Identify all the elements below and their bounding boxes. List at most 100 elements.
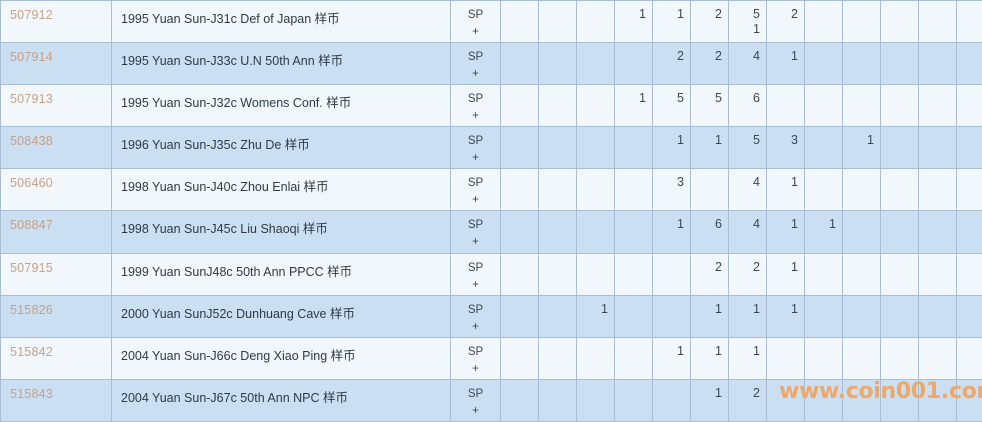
cell-grade-count[interactable]: 1 (766, 210, 805, 254)
cell-grade-count[interactable] (652, 378, 691, 422)
cell-grade-count[interactable]: 3 (766, 126, 805, 170)
cell-grade-count[interactable] (500, 294, 539, 338)
cell-total-count[interactable]: 5 (956, 252, 982, 296)
cell-grade-count[interactable] (804, 168, 843, 212)
cell-coin-description[interactable]: 2000 Yuan SunJ52c Dunhuang Cave 样币 (111, 294, 451, 338)
cell-total-count[interactable]: 13 (956, 210, 982, 254)
cell-grade-count[interactable] (804, 294, 843, 338)
cell-grade-count[interactable]: 1 (690, 126, 729, 170)
cell-grade-designation[interactable]: SP + (450, 84, 501, 128)
cell-grade-count[interactable] (918, 294, 957, 338)
cell-grade-count[interactable]: 2 (690, 0, 729, 44)
cell-coin-description[interactable]: 1995 Yuan Sun-J31c Def of Japan 样币 (111, 0, 451, 44)
cell-grade-count[interactable] (538, 84, 577, 128)
cell-grade-count[interactable] (576, 0, 615, 44)
cell-grade-count[interactable]: 5 (690, 84, 729, 128)
table-row[interactable]: 507913 1995 Yuan Sun-J32c Womens Conf. 样币… (0, 84, 982, 128)
cell-grade-count[interactable] (880, 42, 919, 86)
cell-grade-count[interactable] (576, 84, 615, 128)
cell-grade-count[interactable] (918, 378, 957, 422)
cell-grade-count[interactable]: 1 (652, 0, 691, 44)
cell-grade-count[interactable]: 1 (614, 84, 653, 128)
cell-grade-count[interactable]: 5 (728, 126, 767, 170)
cell-grade-count[interactable]: 2 (728, 252, 767, 296)
cell-grade-count[interactable] (538, 378, 577, 422)
table-row[interactable]: 507912 1995 Yuan Sun-J31c Def of Japan 样币… (0, 0, 982, 44)
cell-grade-count[interactable]: 1 (690, 378, 729, 422)
cell-grade-count[interactable] (500, 252, 539, 296)
cell-grade-designation[interactable]: SP + (450, 210, 501, 254)
cell-grade-designation[interactable]: SP + (450, 168, 501, 212)
cell-grade-count[interactable] (804, 42, 843, 86)
cell-grade-count[interactable]: 4 (728, 168, 767, 212)
cell-grade-designation[interactable]: SP + (450, 0, 501, 44)
table-row[interactable]: 515842 2004 Yuan Sun-J66c Deng Xiao Ping … (0, 336, 982, 380)
cell-grade-count[interactable]: 2 (766, 0, 805, 44)
cell-grade-count[interactable] (918, 42, 957, 86)
cell-grade-count[interactable] (842, 252, 881, 296)
cell-grade-count[interactable] (918, 168, 957, 212)
cell-grade-count[interactable] (538, 294, 577, 338)
cell-grade-count[interactable] (880, 210, 919, 254)
cell-grade-count[interactable] (500, 336, 539, 380)
cell-grade-count[interactable]: 5 (652, 84, 691, 128)
cell-total-count[interactable]: 11 (956, 126, 982, 170)
cell-grade-count[interactable] (576, 252, 615, 296)
cell-grade-count[interactable] (804, 126, 843, 170)
cell-grade-count[interactable]: 1 (766, 294, 805, 338)
cell-grade-count[interactable] (880, 126, 919, 170)
cell-grade-count[interactable] (766, 84, 805, 128)
cell-grade-count[interactable] (880, 336, 919, 380)
cell-grade-count[interactable] (500, 126, 539, 170)
table-row[interactable]: 506460 1998 Yuan Sun-J40c Zhou Enlai 样币 SP… (0, 168, 982, 212)
cell-grade-count[interactable] (500, 42, 539, 86)
cell-grade-count[interactable] (918, 252, 957, 296)
cell-coin-description[interactable]: 1995 Yuan Sun-J32c Womens Conf. 样币 (111, 84, 451, 128)
cell-grade-count[interactable] (538, 0, 577, 44)
cell-grade-count[interactable] (880, 294, 919, 338)
cell-grade-count[interactable] (842, 84, 881, 128)
cell-grade-count[interactable]: 1 (614, 0, 653, 44)
cell-certification-id[interactable]: 515826 (0, 294, 112, 338)
cell-grade-count[interactable]: 2 (690, 42, 729, 86)
cell-grade-count[interactable] (880, 378, 919, 422)
cell-grade-count[interactable] (614, 168, 653, 212)
cell-grade-count[interactable] (614, 42, 653, 86)
cell-total-count[interactable]: 8 (956, 168, 982, 212)
cell-grade-count[interactable]: 1 (804, 210, 843, 254)
cell-grade-count[interactable] (766, 378, 805, 422)
cell-grade-count[interactable]: 2 (652, 42, 691, 86)
cell-grade-count[interactable]: 1 (652, 210, 691, 254)
cell-grade-count[interactable] (804, 252, 843, 296)
cell-certification-id[interactable]: 508847 (0, 210, 112, 254)
cell-grade-designation[interactable]: SP + (450, 126, 501, 170)
cell-grade-count[interactable] (614, 126, 653, 170)
cell-grade-count[interactable] (614, 252, 653, 296)
cell-grade-count[interactable] (880, 0, 919, 44)
cell-grade-count[interactable] (538, 126, 577, 170)
cell-grade-count[interactable] (842, 294, 881, 338)
cell-grade-count[interactable] (804, 84, 843, 128)
cell-grade-count[interactable]: 4 (728, 210, 767, 254)
table-row[interactable]: 515826 2000 Yuan SunJ52c Dunhuang Cave 样币… (0, 294, 982, 338)
cell-grade-count[interactable] (766, 336, 805, 380)
cell-certification-id[interactable]: 507915 (0, 252, 112, 296)
cell-coin-description[interactable]: 1995 Yuan Sun-J33c U.N 50th Ann 样币 (111, 42, 451, 86)
cell-certification-id[interactable]: 515843 (0, 378, 112, 422)
cell-grade-count[interactable] (576, 168, 615, 212)
cell-certification-id[interactable]: 508438 (0, 126, 112, 170)
cell-grade-count[interactable] (918, 336, 957, 380)
table-row[interactable]: 508847 1998 Yuan Sun-J45c Liu Shaoqi 样币 SP… (0, 210, 982, 254)
cell-total-count[interactable]: 3 (956, 336, 982, 380)
cell-grade-count[interactable]: 1 (766, 168, 805, 212)
cell-grade-count[interactable]: 1 (652, 126, 691, 170)
cell-grade-count[interactable] (842, 210, 881, 254)
cell-grade-count[interactable] (842, 378, 881, 422)
cell-grade-count[interactable] (614, 294, 653, 338)
cell-grade-count[interactable] (918, 210, 957, 254)
cell-grade-count[interactable] (576, 210, 615, 254)
cell-grade-count[interactable]: 1 (728, 294, 767, 338)
table-row[interactable]: 508438 1996 Yuan Sun-J35c Zhu De 样币 SP +1 1 5… (0, 126, 982, 170)
cell-grade-designation[interactable]: SP + (450, 252, 501, 296)
